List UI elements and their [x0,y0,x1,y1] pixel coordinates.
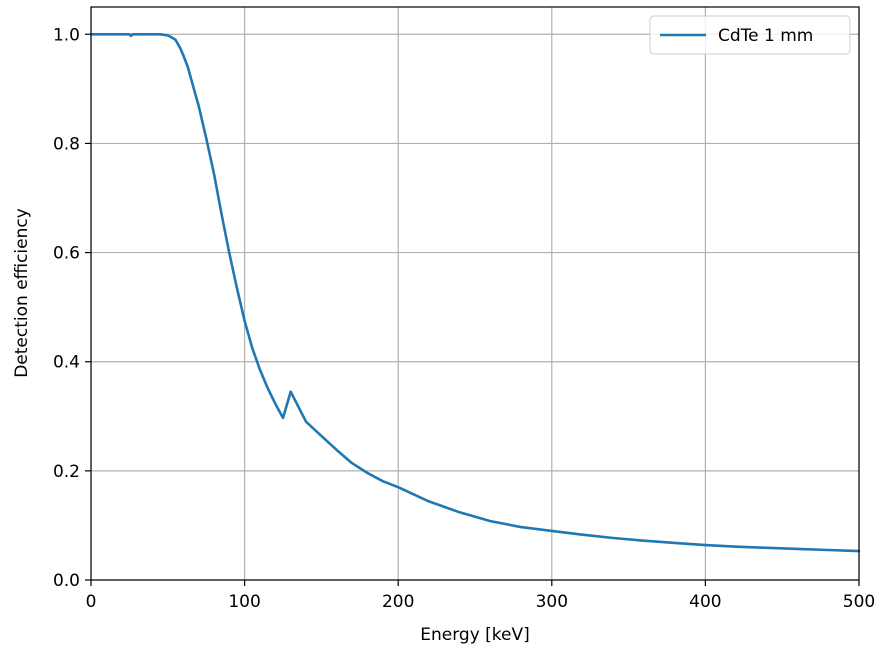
series-layer [89,33,861,553]
y-tick-label: 1.0 [53,25,80,45]
x-tick-label: 300 [536,592,568,612]
legend-label-cdte: CdTe 1 mm [718,26,813,46]
ticks: 0 100 200 300 400 500 0.0 0.2 0.4 0.6 0.8 1.0 [53,25,875,612]
y-tick-label: 0.0 [53,571,80,591]
series-line-cdte [89,33,861,553]
x-tick-label: 400 [689,592,721,612]
x-tick-label: 0 [86,592,97,612]
y-axis-label: Detection efficiency [12,208,32,378]
x-tick-label: 200 [382,592,414,612]
y-tick-label: 0.4 [53,353,80,373]
y-tick-label: 0.8 [53,134,80,154]
legend: CdTe 1 mm [649,15,851,55]
legend-box [649,15,851,55]
x-tick-label: 100 [228,592,260,612]
y-tick-label: 0.2 [53,462,80,482]
x-axis-label: Energy [keV] [420,625,530,645]
x-tick-label: 500 [843,592,875,612]
plot-frame [90,6,860,581]
y-tick-label: 0.6 [53,244,80,264]
